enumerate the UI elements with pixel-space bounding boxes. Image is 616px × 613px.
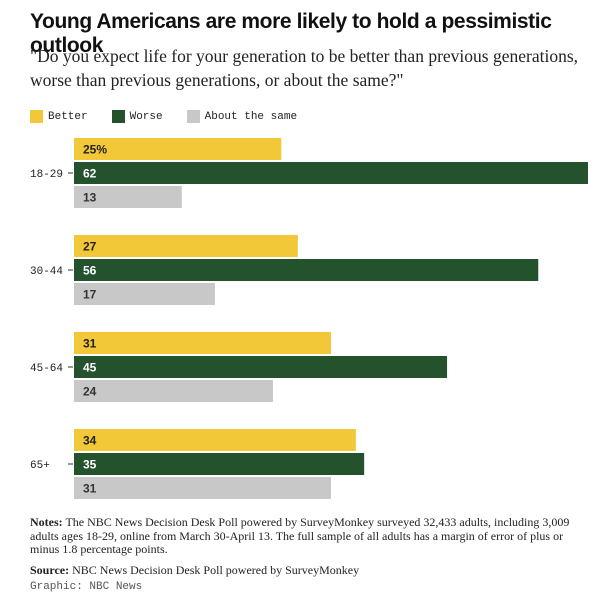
legend-item-better: Better	[30, 110, 88, 123]
bar-worse-65+	[74, 453, 365, 475]
data-label-better-45-64: 31	[83, 337, 97, 351]
source: Source: NBC News Decision Desk Poll powe…	[30, 563, 595, 578]
data-label-better-18-29: 25%	[83, 143, 107, 157]
legend-swatch-worse	[111, 110, 125, 123]
legend-label-worse: Worse	[129, 110, 163, 123]
data-label-better-65+: 34	[83, 434, 97, 448]
bar-same-30-44	[74, 283, 215, 305]
legend-item-worse: Worse	[111, 110, 163, 123]
data-label-same-45-64: 24	[83, 385, 97, 399]
legend-label-better: Better	[48, 110, 88, 123]
legend-swatch-same	[186, 110, 200, 123]
category-label-45-64: 45-64	[30, 363, 63, 375]
bar-better-45-64	[74, 332, 331, 354]
data-label-same-65+: 31	[83, 482, 97, 496]
bar-better-30-44	[74, 235, 298, 257]
category-label-30-44: 30-44	[30, 266, 63, 278]
data-label-worse-45-64: 45	[83, 361, 97, 375]
notes: Notes: The NBC News Decision Desk Poll p…	[30, 515, 595, 557]
bar-better-18-29	[74, 138, 282, 160]
data-label-worse-18-29: 62	[83, 167, 97, 181]
bar-same-65+	[74, 477, 331, 499]
legend-swatch-better	[30, 110, 43, 123]
source-label: Source:	[30, 563, 70, 577]
chart-subtitle: "Do you expect life for your generation …	[30, 46, 579, 90]
legend-label-same: About the same	[204, 110, 298, 123]
bar-worse-18-29	[74, 162, 588, 184]
bar-chart: 18-29 25% 62 13 30-44 27 56 17 45-64 31 45 24 65+ 34 3…	[30, 138, 588, 499]
source-text: NBC News Decision Desk Poll powered by S…	[72, 563, 360, 577]
legend: Better Worse About the same	[30, 110, 297, 123]
bar-better-65+	[74, 429, 356, 451]
data-label-worse-30-44: 56	[83, 264, 97, 278]
bar-same-45-64	[74, 380, 273, 402]
category-label-18-29: 18-29	[30, 169, 63, 181]
data-label-better-30-44: 27	[83, 240, 97, 254]
bar-worse-30-44	[74, 259, 539, 281]
chart-title: Young Americans are more likely to hold …	[30, 10, 552, 57]
bar-same-18-29	[74, 186, 182, 208]
data-label-worse-65+: 35	[83, 458, 97, 472]
graphic-credit: Graphic: NBC News	[30, 581, 143, 593]
legend-item-same: About the same	[186, 110, 298, 123]
data-label-same-18-29: 13	[83, 191, 97, 205]
bar-worse-45-64	[74, 356, 448, 378]
notes-label: Notes:	[30, 515, 63, 529]
notes-text: The NBC News Decision Desk Poll powered …	[30, 515, 570, 556]
category-label-65+: 65+	[30, 460, 50, 472]
data-label-same-30-44: 17	[83, 288, 97, 302]
